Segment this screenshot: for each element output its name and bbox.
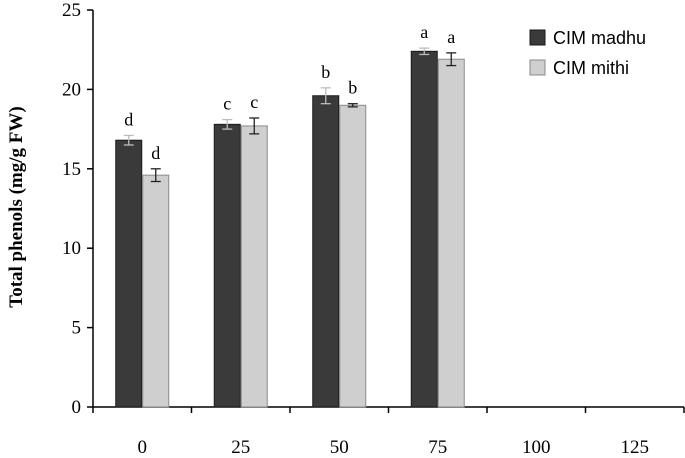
bar [213, 123, 241, 408]
bars: d c b a d c b a [115, 22, 465, 408]
y-axis-label-group: Total phenols (mg/g FW) [6, 106, 27, 307]
bar [142, 174, 170, 408]
significance-letter: d [124, 109, 133, 129]
y-tick-label: 10 [62, 238, 81, 259]
legend-label: CIM mithi [553, 58, 629, 78]
y-tick-label: 0 [72, 397, 82, 418]
x-axis-ticks: 0 25 50 75 100 125 [92, 407, 685, 458]
x-tick-label: 100 [522, 437, 551, 458]
x-tick-label: 25 [231, 437, 250, 458]
bar [339, 104, 367, 408]
y-axis-ticks: 0 5 10 15 20 25 [62, 0, 93, 418]
significance-letter: b [321, 62, 330, 82]
y-tick-label: 20 [62, 79, 81, 100]
legend: CIM madhu CIM mithi [529, 28, 646, 78]
significance-letter: b [348, 78, 357, 98]
significance-letter: a [420, 22, 428, 42]
x-tick-label: 50 [330, 437, 349, 458]
y-tick-label: 15 [62, 159, 81, 180]
x-tick-label: 75 [428, 437, 447, 458]
significance-letter: a [447, 27, 455, 47]
legend-swatch [529, 59, 546, 76]
significance-letter: c [250, 92, 258, 112]
bar [437, 58, 465, 408]
bar [115, 139, 143, 408]
x-tick-label: 125 [621, 437, 650, 458]
bar [312, 95, 340, 408]
y-tick-label: 5 [72, 318, 82, 339]
significance-letter: c [223, 94, 231, 114]
bar [240, 125, 268, 408]
significance-letter: d [151, 143, 160, 163]
bar [410, 50, 438, 408]
y-tick-label: 25 [62, 0, 81, 21]
legend-swatch [529, 29, 546, 46]
y-axis-label: Total phenols (mg/g FW) [6, 106, 27, 307]
legend-label: CIM madhu [553, 28, 646, 48]
x-tick-label: 0 [138, 437, 148, 458]
